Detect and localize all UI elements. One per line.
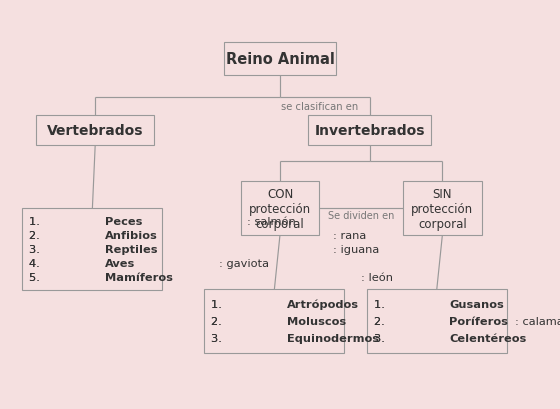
Text: 1.: 1.	[29, 216, 44, 226]
Text: Moluscos: Moluscos	[287, 316, 346, 326]
Text: 2.: 2.	[211, 316, 226, 326]
Text: 3.: 3.	[374, 333, 388, 343]
Text: Peces: Peces	[105, 216, 142, 226]
Text: 3. Equinodermos: 3. Equinodermos	[211, 333, 320, 343]
FancyBboxPatch shape	[367, 290, 507, 353]
Text: 2.: 2.	[29, 230, 44, 240]
Text: 5.: 5.	[29, 273, 44, 283]
Text: CON
protección
corporal: CON protección corporal	[249, 187, 311, 230]
Text: : iguana: : iguana	[333, 245, 379, 254]
Text: Celentéreos: Celentéreos	[449, 333, 526, 343]
Text: 3.: 3.	[29, 245, 44, 254]
Text: 2.: 2.	[374, 316, 388, 326]
Text: 1.: 1.	[29, 216, 44, 226]
Text: 2. Poríferos: 2. Poríferos	[374, 316, 449, 326]
Text: 1.: 1.	[211, 299, 226, 309]
Text: 4.: 4.	[29, 258, 44, 269]
Text: 2.: 2.	[29, 230, 44, 240]
FancyBboxPatch shape	[224, 43, 336, 76]
Text: Reptiles: Reptiles	[105, 245, 157, 254]
Text: SIN
protección
corporal: SIN protección corporal	[412, 187, 473, 230]
Text: 4.: 4.	[29, 258, 44, 269]
Text: : gaviota: : gaviota	[219, 258, 269, 269]
Text: 5. Mamíferos: 5. Mamíferos	[29, 273, 113, 283]
Text: 5.: 5.	[29, 273, 44, 283]
Text: 4. Aves: 4. Aves	[29, 258, 76, 269]
Text: Se dividen en: Se dividen en	[328, 211, 394, 221]
Text: 3.: 3.	[211, 333, 226, 343]
Text: 3.: 3.	[374, 333, 388, 343]
Text: 1.: 1.	[374, 299, 388, 309]
Text: 1.: 1.	[374, 299, 388, 309]
Text: Vertebrados: Vertebrados	[47, 124, 143, 138]
Text: 1.: 1.	[211, 299, 226, 309]
FancyBboxPatch shape	[241, 182, 319, 235]
Text: 2. Anfibios: 2. Anfibios	[29, 230, 98, 240]
FancyBboxPatch shape	[22, 209, 162, 290]
FancyBboxPatch shape	[204, 290, 344, 353]
Text: 1. Gusanos: 1. Gusanos	[374, 299, 445, 309]
Text: 3. Celentéreos: 3. Celentéreos	[374, 333, 467, 343]
Text: 2.: 2.	[374, 316, 388, 326]
Text: 2.: 2.	[211, 316, 226, 326]
Text: : león: : león	[361, 273, 393, 283]
Text: Equinodermos: Equinodermos	[287, 333, 379, 343]
Text: 3.: 3.	[211, 333, 226, 343]
Text: : calamar: : calamar	[515, 316, 560, 326]
Text: 1. Artrópodos: 1. Artrópodos	[211, 299, 300, 310]
Text: Aves: Aves	[105, 258, 135, 269]
FancyBboxPatch shape	[308, 116, 431, 146]
Text: 1. Peces: 1. Peces	[29, 216, 83, 226]
Text: : rana: : rana	[333, 230, 366, 240]
Text: Poríferos: Poríferos	[449, 316, 508, 326]
Text: 2. Moluscos: 2. Moluscos	[211, 316, 287, 326]
Text: 3. Reptiles: 3. Reptiles	[29, 245, 98, 254]
Text: Anfibios: Anfibios	[105, 230, 157, 240]
Text: 3.: 3.	[29, 245, 44, 254]
Text: se clasifican en: se clasifican en	[281, 102, 358, 112]
Text: : salmón: : salmón	[247, 216, 296, 226]
Text: Reino Animal: Reino Animal	[226, 52, 334, 67]
Text: Artrópodos: Artrópodos	[287, 299, 359, 310]
FancyBboxPatch shape	[403, 182, 482, 235]
FancyBboxPatch shape	[36, 116, 154, 146]
Text: Invertebrados: Invertebrados	[314, 124, 425, 138]
Text: Gusanos: Gusanos	[449, 299, 504, 309]
Text: Mamíferos: Mamíferos	[105, 273, 173, 283]
